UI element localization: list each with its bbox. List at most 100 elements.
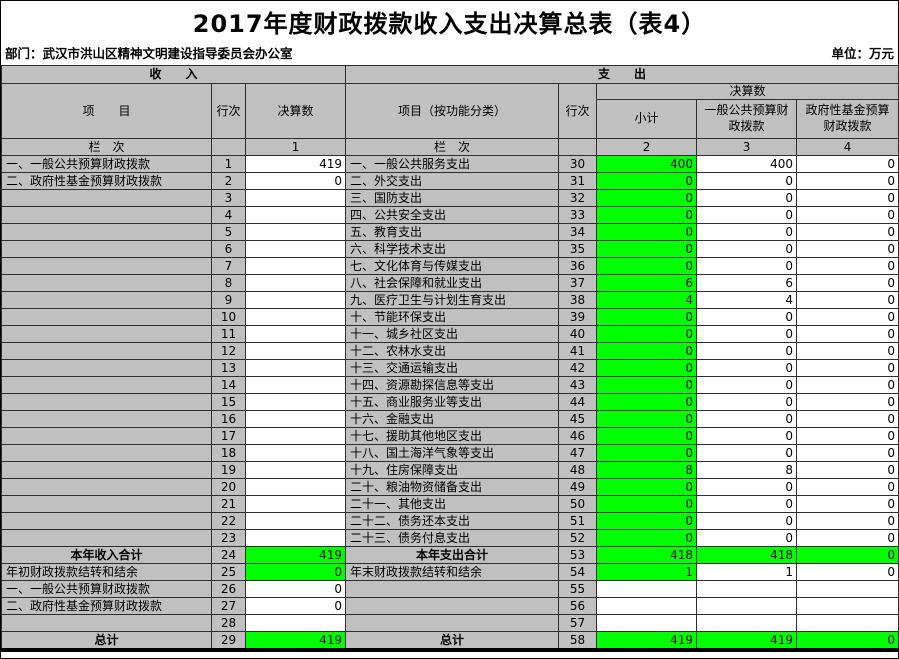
expense-general-budget-cell: 0: [696, 257, 798, 275]
table-row: 5 五、教育支出 34 0 0 0: [1, 223, 899, 241]
column-index-row: 栏 次 1 栏 次 2 3 4: [1, 138, 899, 156]
expense-subtotal-cell: 0: [596, 325, 698, 343]
expense-item-cell: 十九、住房保障支出: [345, 461, 560, 479]
income-line-cell: 9: [211, 291, 246, 309]
column-header-row: 项 目 行次 决算数 项目（按功能分类） 行次 决算数: [1, 83, 899, 139]
expense-item-cell: 年末财政拨款结转和结余: [345, 563, 560, 581]
income-amount-cell: 0: [244, 580, 347, 598]
table-row: 8 八、社会保障和就业支出 37 6 6 0: [1, 274, 899, 292]
income-line-cell: 10: [211, 308, 246, 326]
income-item-cell: [1, 410, 212, 428]
expense-item-cell: 十八、国土海洋气象等支出: [345, 444, 560, 462]
income-amount-cell: [244, 614, 347, 632]
expense-item-cell: 十六、金融支出: [345, 410, 560, 428]
expense-item-cell: 总计: [345, 631, 560, 651]
income-line-cell: 20: [211, 478, 246, 496]
expense-line-cell: 31: [558, 172, 598, 190]
expense-line-cell: 37: [558, 274, 598, 292]
table-row: 18 十八、国土海洋气象等支出 47 0 0 0: [1, 444, 899, 462]
table-row: 14 十四、资源勘探信息等支出 43 0 0 0: [1, 376, 899, 394]
table-row: 16 十六、金融支出 45 0 0 0: [1, 410, 899, 428]
expense-subtotal-cell: [596, 580, 698, 598]
income-amount-cell: [244, 461, 347, 479]
expense-gov-fund-cell: 0: [796, 240, 899, 258]
income-amount-cell: [244, 376, 347, 394]
income-amount-cell: [244, 240, 347, 258]
table-row: 7 七、文化体育与传媒支出 36 0 0 0: [1, 257, 899, 275]
income-line-cell: 7: [211, 257, 246, 275]
income-item-cell: [1, 325, 212, 343]
income-item-cell: [1, 257, 212, 275]
subtotal-header: 小计: [596, 99, 698, 139]
expense-general-budget-cell: 1: [696, 563, 798, 581]
expense-item-cell: [345, 597, 560, 615]
table-row: 23 二十三、债务付息支出 52 0 0 0: [1, 529, 899, 547]
expense-item-cell: [345, 614, 560, 632]
expense-general-budget-cell: 0: [696, 359, 798, 377]
expense-item-cell: 六、科学技术支出: [345, 240, 560, 258]
expense-line-cell: 51: [558, 512, 598, 530]
income-amount-cell: 419: [244, 546, 347, 564]
sub-header-row: 小计 一般公共预算财政拨款 政府性基金预算财政拨款: [2, 99, 899, 139]
income-item-cell: [1, 427, 212, 445]
income-line-cell: 24: [211, 546, 246, 564]
expense-general-budget-cell: 4: [696, 291, 798, 309]
income-line-cell: 1: [211, 155, 246, 173]
expense-subtotal-cell: 0: [596, 308, 698, 326]
income-line-cell: 25: [211, 563, 246, 581]
table-row: 17 十七、援助其他地区支出 46 0 0 0: [1, 427, 899, 445]
expense-general-budget-cell: 6: [696, 274, 798, 292]
expense-item-cell: 十一、城乡社区支出: [345, 325, 560, 343]
expense-gov-fund-cell: 0: [796, 495, 899, 513]
expense-general-budget-cell: 0: [696, 478, 798, 496]
income-item-cell: [1, 529, 212, 547]
expense-general-budget-cell: 400: [696, 155, 798, 173]
expense-line-cell: 36: [558, 257, 598, 275]
income-amount-cell: [244, 359, 347, 377]
table-row: 13 十三、交通运输支出 42 0 0 0: [1, 359, 899, 377]
expense-item-cell: 十七、援助其他地区支出: [345, 427, 560, 445]
income-item-cell: 总计: [1, 631, 212, 651]
income-item-cell: [1, 478, 212, 496]
income-line-cell: 27: [211, 597, 246, 615]
expense-line-cell: 34: [558, 223, 598, 241]
expense-subtotal-cell: 0: [596, 512, 698, 530]
expense-line-cell: 53: [558, 546, 598, 564]
expense-item-cell: 二十、粮油物资储备支出: [345, 478, 560, 496]
income-line-cell: 5: [211, 223, 246, 241]
income-section-header: 收 入: [0, 65, 347, 84]
expense-gov-fund-cell: [796, 580, 899, 598]
expense-line-cell: 35: [558, 240, 598, 258]
income-amount-cell: 0: [244, 172, 347, 190]
expense-general-budget-cell: 0: [696, 206, 798, 224]
income-line-cell: 14: [211, 376, 246, 394]
expense-gov-fund-cell: 0: [796, 376, 899, 394]
expense-subtotal-cell: [596, 614, 698, 632]
expense-subtotal-cell: 418: [596, 546, 698, 564]
income-item-header: 项 目: [1, 83, 212, 139]
expense-line-cell: 33: [558, 206, 598, 224]
income-item-cell: [1, 495, 212, 513]
income-line-cell: 4: [211, 206, 246, 224]
income-amount-cell: 0: [244, 597, 347, 615]
expense-line-cell: 43: [558, 376, 598, 394]
table-row: 一、一般公共预算财政拨款 1 419 一、一般公共服务支出 30 400 400 0: [1, 155, 899, 173]
table-row: 15 十五、商业服务业等支出 44 0 0 0: [1, 393, 899, 411]
expense-general-budget-cell: 0: [696, 444, 798, 462]
expense-line-cell: 32: [558, 189, 598, 207]
expense-gov-fund-cell: 0: [796, 359, 899, 377]
income-item-cell: [1, 274, 212, 292]
table-row: 本年收入合计 24 419 本年支出合计 53 418 418 0: [1, 546, 899, 564]
income-line-cell: 23: [211, 529, 246, 547]
expense-general-budget-cell: [696, 597, 798, 615]
table-row: 二、政府性基金预算财政拨款 2 0 二、外交支出 31 0 0 0: [1, 172, 899, 190]
expense-gov-fund-cell: 0: [796, 546, 899, 564]
expense-line-cell: 39: [558, 308, 598, 326]
income-amount-cell: [244, 342, 347, 360]
income-line-cell: 2: [211, 172, 246, 190]
expense-line-cell: 56: [558, 597, 598, 615]
income-amount-cell: [244, 325, 347, 343]
expense-subtotal-cell: 0: [596, 172, 698, 190]
expense-gov-fund-cell: 0: [796, 308, 899, 326]
expense-subtotal-cell: 0: [596, 393, 698, 411]
